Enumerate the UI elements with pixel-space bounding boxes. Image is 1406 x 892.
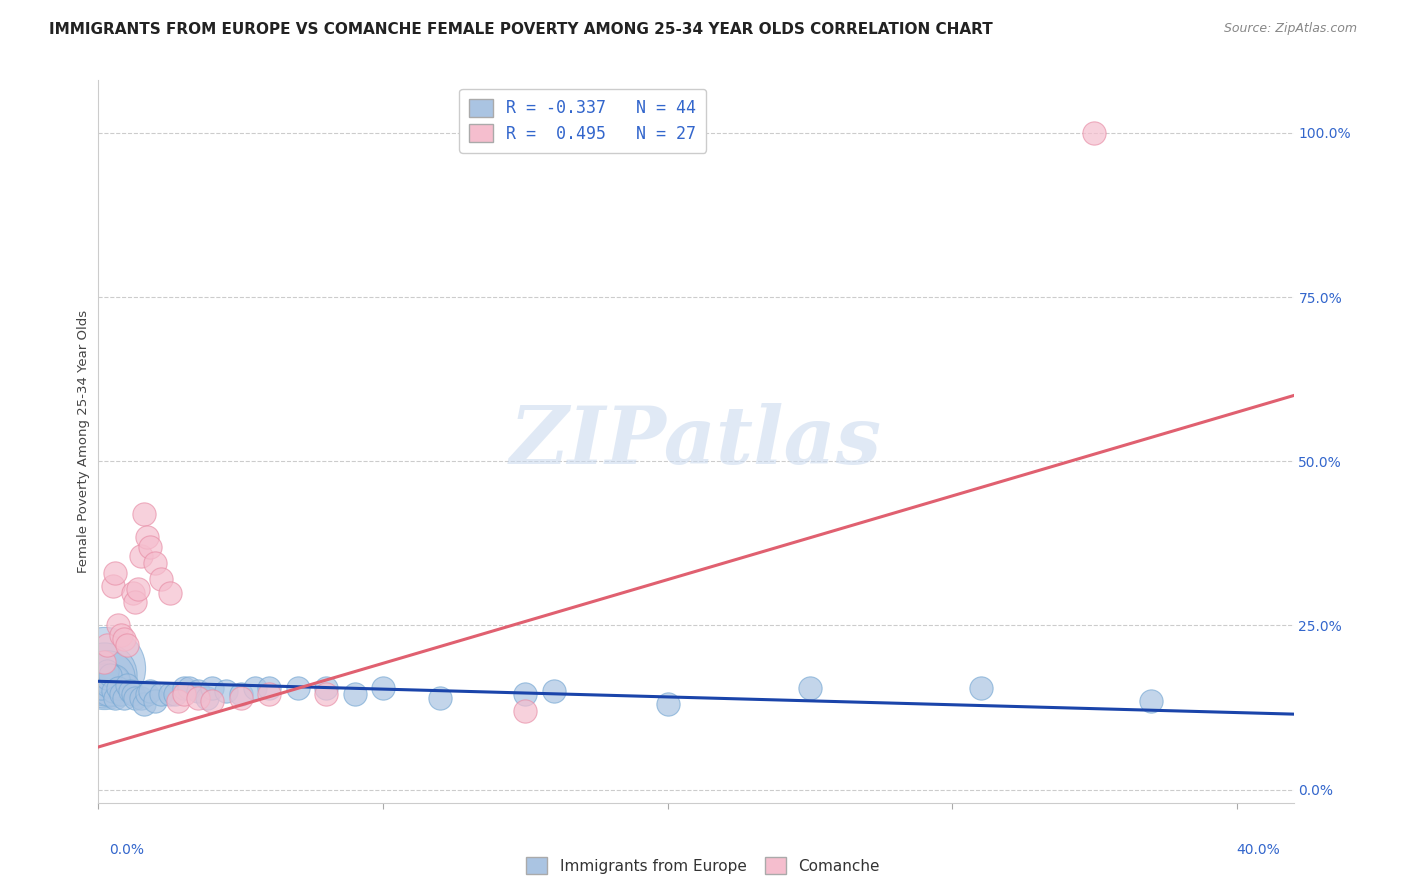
Point — [1083, 126, 1105, 140]
Point — [132, 507, 155, 521]
Point — [429, 690, 451, 705]
Point — [96, 665, 118, 679]
Point — [143, 694, 166, 708]
Point — [195, 690, 218, 705]
Point — [969, 681, 991, 695]
Point — [127, 582, 149, 597]
Point — [179, 681, 201, 695]
Point — [107, 618, 129, 632]
Point — [101, 684, 124, 698]
Text: Source: ZipAtlas.com: Source: ZipAtlas.com — [1223, 22, 1357, 36]
Point — [101, 674, 124, 689]
Point — [799, 681, 821, 695]
Point — [657, 698, 679, 712]
Point — [515, 687, 537, 701]
Point — [343, 687, 366, 701]
Point — [96, 638, 118, 652]
Point — [138, 684, 160, 698]
Point — [107, 681, 129, 695]
Point — [115, 677, 138, 691]
Point — [124, 690, 146, 705]
Point — [257, 681, 280, 695]
Point — [229, 687, 252, 701]
Point — [124, 595, 146, 609]
Point — [110, 687, 132, 701]
Point — [371, 681, 394, 695]
Point — [115, 638, 138, 652]
Point — [129, 549, 152, 564]
Point — [96, 671, 118, 685]
Point — [93, 667, 115, 681]
Point — [543, 684, 565, 698]
Point — [129, 690, 152, 705]
Point — [229, 690, 252, 705]
Text: 0.0%: 0.0% — [110, 843, 143, 857]
Point — [104, 690, 127, 705]
Text: IMMIGRANTS FROM EUROPE VS COMANCHE FEMALE POVERTY AMONG 25-34 YEAR OLDS CORRELAT: IMMIGRANTS FROM EUROPE VS COMANCHE FEMAL… — [49, 22, 993, 37]
Point — [93, 661, 115, 675]
Point — [121, 585, 143, 599]
Point — [96, 677, 118, 691]
Point — [98, 667, 121, 681]
Point — [1140, 694, 1163, 708]
Point — [201, 694, 224, 708]
Point — [138, 540, 160, 554]
Point — [159, 585, 181, 599]
Point — [165, 687, 187, 701]
Point — [187, 690, 209, 705]
Point — [96, 671, 118, 685]
Point — [93, 655, 115, 669]
Point — [150, 573, 173, 587]
Point — [104, 566, 127, 580]
Point — [257, 687, 280, 701]
Text: 40.0%: 40.0% — [1236, 843, 1281, 857]
Point — [90, 681, 112, 695]
Point — [315, 687, 337, 701]
Legend: Immigrants from Europe, Comanche: Immigrants from Europe, Comanche — [520, 851, 886, 880]
Text: ZIPatlas: ZIPatlas — [510, 403, 882, 480]
Point — [118, 684, 141, 698]
Point — [135, 530, 157, 544]
Point — [187, 684, 209, 698]
Point — [515, 704, 537, 718]
Point — [143, 556, 166, 570]
Legend: R = -0.337   N = 44, R =  0.495   N = 27: R = -0.337 N = 44, R = 0.495 N = 27 — [460, 88, 706, 153]
Point — [112, 690, 135, 705]
Point — [98, 677, 121, 691]
Point — [101, 579, 124, 593]
Point — [135, 687, 157, 701]
Point — [243, 681, 266, 695]
Point — [121, 687, 143, 701]
Point — [173, 681, 195, 695]
Y-axis label: Female Poverty Among 25-34 Year Olds: Female Poverty Among 25-34 Year Olds — [77, 310, 90, 573]
Point — [93, 674, 115, 689]
Point — [112, 632, 135, 646]
Point — [150, 687, 173, 701]
Point — [215, 684, 238, 698]
Point — [287, 681, 309, 695]
Point — [173, 687, 195, 701]
Point — [315, 681, 337, 695]
Point — [167, 694, 190, 708]
Point — [110, 628, 132, 642]
Point — [201, 681, 224, 695]
Point — [159, 687, 181, 701]
Point — [132, 698, 155, 712]
Point — [93, 667, 115, 681]
